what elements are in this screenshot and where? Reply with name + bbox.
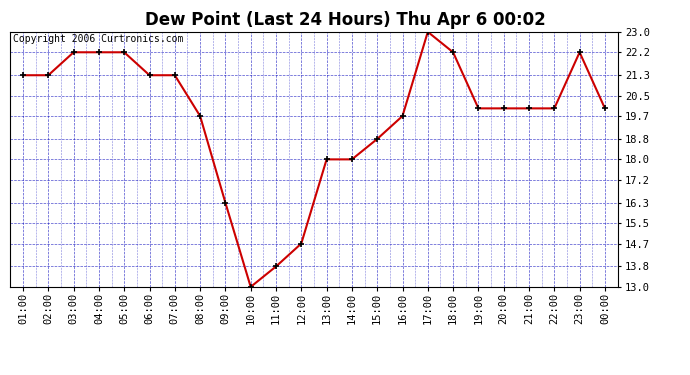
Text: Copyright 2006 Curtronics.com: Copyright 2006 Curtronics.com xyxy=(13,34,184,44)
Text: Dew Point (Last 24 Hours) Thu Apr 6 00:02: Dew Point (Last 24 Hours) Thu Apr 6 00:0… xyxy=(145,11,545,29)
